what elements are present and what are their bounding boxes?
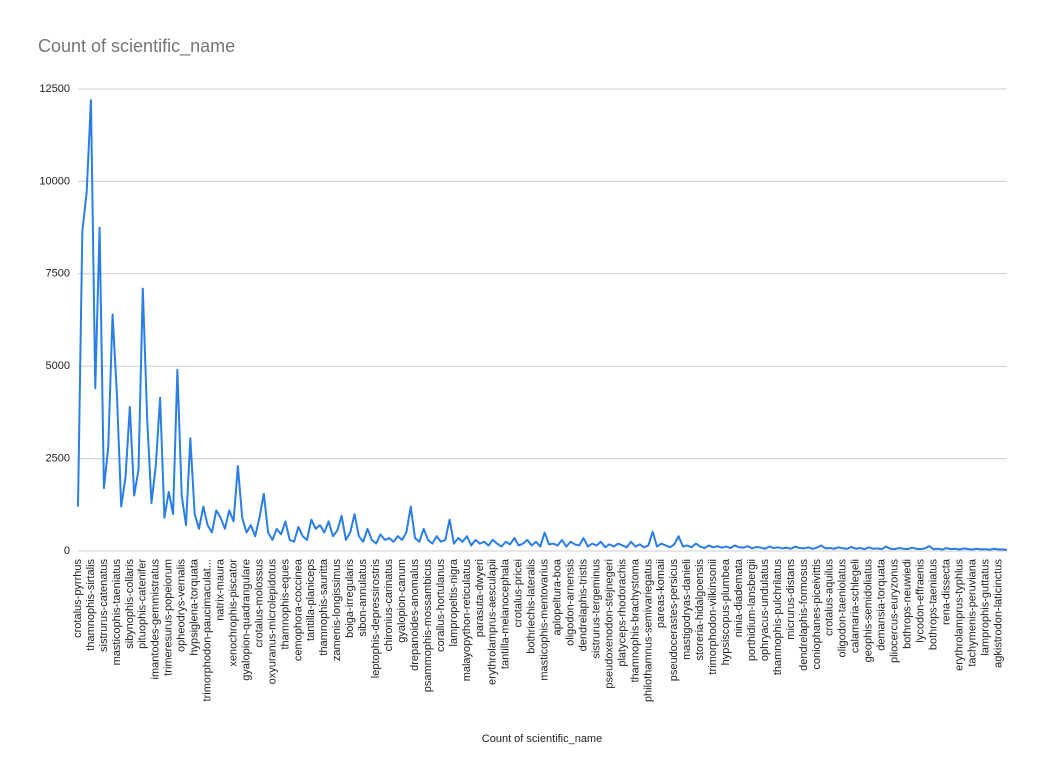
x-tick-label: platyceps-rhodorachis xyxy=(616,559,628,667)
x-tick-label: gyalopion-canum xyxy=(396,559,408,643)
x-tick-label: pareas-komaii xyxy=(655,559,667,628)
x-tick-label: parasuta-dwyeri xyxy=(474,559,486,637)
x-tick-label: thamnophis-sauritta xyxy=(318,558,330,655)
x-tick-label: trimorphodon-paucimaculat... xyxy=(202,559,214,701)
x-tick-label: lamprophis-guttatus xyxy=(979,559,991,656)
x-tick-label: zamenis-longissimus xyxy=(331,559,343,662)
x-tick-label: dendrelaphis-tristis xyxy=(577,559,589,652)
y-tick-label: 2500 xyxy=(46,453,70,465)
x-tick-label: opheodrys-vernalis xyxy=(176,559,188,652)
x-tick-label: bothriechis-lateralis xyxy=(526,559,538,654)
y-tick-label: 12500 xyxy=(39,83,70,95)
x-tick-label: sibynophis-collaris xyxy=(124,559,136,649)
x-tick-label: porthidium-lansbergii xyxy=(746,559,758,661)
y-tick-label: 10000 xyxy=(39,175,70,187)
x-tick-label: hypsiscopus-plumbea xyxy=(720,558,732,665)
x-tick-label: leptophis-depressirostris xyxy=(370,559,382,679)
x-tick-label: pseudocerastes-persicus xyxy=(668,559,680,682)
x-tick-label: tantilla-melanocephala xyxy=(500,558,512,669)
x-tick-label: pliocercus-euryzonus xyxy=(889,559,901,663)
y-tick-label: 0 xyxy=(64,545,70,557)
x-tick-label: demansia-torquata xyxy=(876,558,888,651)
x-tick-label: masticophis-taeniatus xyxy=(111,559,123,666)
x-tick-label: xenochrophis-piscator xyxy=(227,559,239,667)
x-tick-label: thamnophis-pulchrilatus xyxy=(772,559,784,676)
x-tick-label: erythrolamprus-aesculapii xyxy=(487,559,499,685)
x-tick-label: geophis-semidoliatus xyxy=(863,559,875,663)
x-tick-label: imantodes-gemmistratus xyxy=(150,559,162,680)
x-tick-label: trimorphodon-vilkinsonii xyxy=(707,559,719,675)
x-tick-label: micrurus-distans xyxy=(785,559,797,640)
x-tick-label: psammophis-mossambicus xyxy=(422,559,434,693)
x-tick-label: lampropeltis-nigra xyxy=(448,558,460,646)
x-tick-label: calamaria-schlegeli xyxy=(850,559,862,653)
x-tick-label: chironius-carinatus xyxy=(383,559,395,652)
x-tick-label: crotalus-molossus xyxy=(253,559,265,648)
x-tick-label: ninia-diademata xyxy=(733,558,745,637)
x-tick-label: storeria-hidalgoensis xyxy=(694,559,706,661)
x-tick-label: pseudoxenodon-stejnegeri xyxy=(603,559,615,689)
x-tick-label: mastigodryas-danieli xyxy=(681,559,693,660)
x-tick-label: crotalus-aquilus xyxy=(824,559,836,637)
chart-title: Count of scientific_name xyxy=(38,36,235,57)
x-tick-label: aplopeltura-boa xyxy=(552,558,564,635)
x-tick-label: tantilla-planiceps xyxy=(305,559,317,641)
x-tick-label: corallus-hortulanus xyxy=(435,559,447,652)
x-tick-label: pituophis-catenifer xyxy=(137,559,149,649)
x-tick-label: agkistrodon-laticinctus xyxy=(992,559,1004,668)
x-tick-label: trimeresurus-popeiorum xyxy=(163,559,175,676)
x-tick-label: dendrelaphis-formosus xyxy=(798,559,810,671)
x-tick-label: crotalus-pyrrhus xyxy=(72,559,84,638)
x-tick-label: philothamnus-semivariegatus xyxy=(642,559,654,703)
x-tick-label: masticophis-mentovarius xyxy=(539,559,551,681)
x-tick-label: sibon-annulatus xyxy=(357,559,369,637)
x-tick-label: oligodon-taeniolatus xyxy=(837,559,849,658)
x-tick-label: cemophora-coccinea xyxy=(292,558,304,661)
x-tick-label: sistrurus-catenatus xyxy=(98,559,110,652)
x-tick-label: thamnophis-brachystoma xyxy=(629,558,641,682)
x-tick-label: erythrolamprus-typhlus xyxy=(953,559,965,671)
x-tick-label: sistrurus-tergeminus xyxy=(590,559,602,659)
x-tick-label: rena-dissecta xyxy=(940,558,952,625)
x-tick-label: malayopython-reticulatus xyxy=(461,559,473,682)
x-tick-label: boiga-irregularis xyxy=(344,559,356,638)
x-tick-label: drepanoides-anomalus xyxy=(409,559,421,671)
y-tick-label: 7500 xyxy=(46,268,70,280)
x-tick-label: bothrops-taeniatus xyxy=(927,559,939,651)
x-tick-label: crotalus-pricei xyxy=(513,559,525,627)
x-tick-label: thamnophis-eques xyxy=(279,559,291,650)
x-axis-title: Count of scientific_name xyxy=(482,733,602,745)
x-tick-label: oxyuranus-microlepidotus xyxy=(266,559,278,685)
x-tick-label: oligodon-arnensis xyxy=(564,559,576,646)
data-line xyxy=(77,99,1008,551)
x-tick-label: coniophanes-piceivittis xyxy=(811,559,823,670)
x-tick-label: ophryacus-undulatus xyxy=(759,559,771,662)
x-tick-label: bothrops-neuwiedi xyxy=(902,559,914,649)
x-tick-label: tachymenis-peruviana xyxy=(966,558,978,666)
x-tick-label: natrix-maura xyxy=(214,558,226,621)
x-tick-label: lycodon-effraenis xyxy=(914,559,926,643)
x-tick-label: gyalopion-quadrangulare xyxy=(240,559,252,681)
x-tick-label: thamnophis-sirtalis xyxy=(85,559,97,651)
y-tick-label: 5000 xyxy=(46,360,70,372)
x-tick-label: hypsiglena-torquata xyxy=(189,558,201,656)
